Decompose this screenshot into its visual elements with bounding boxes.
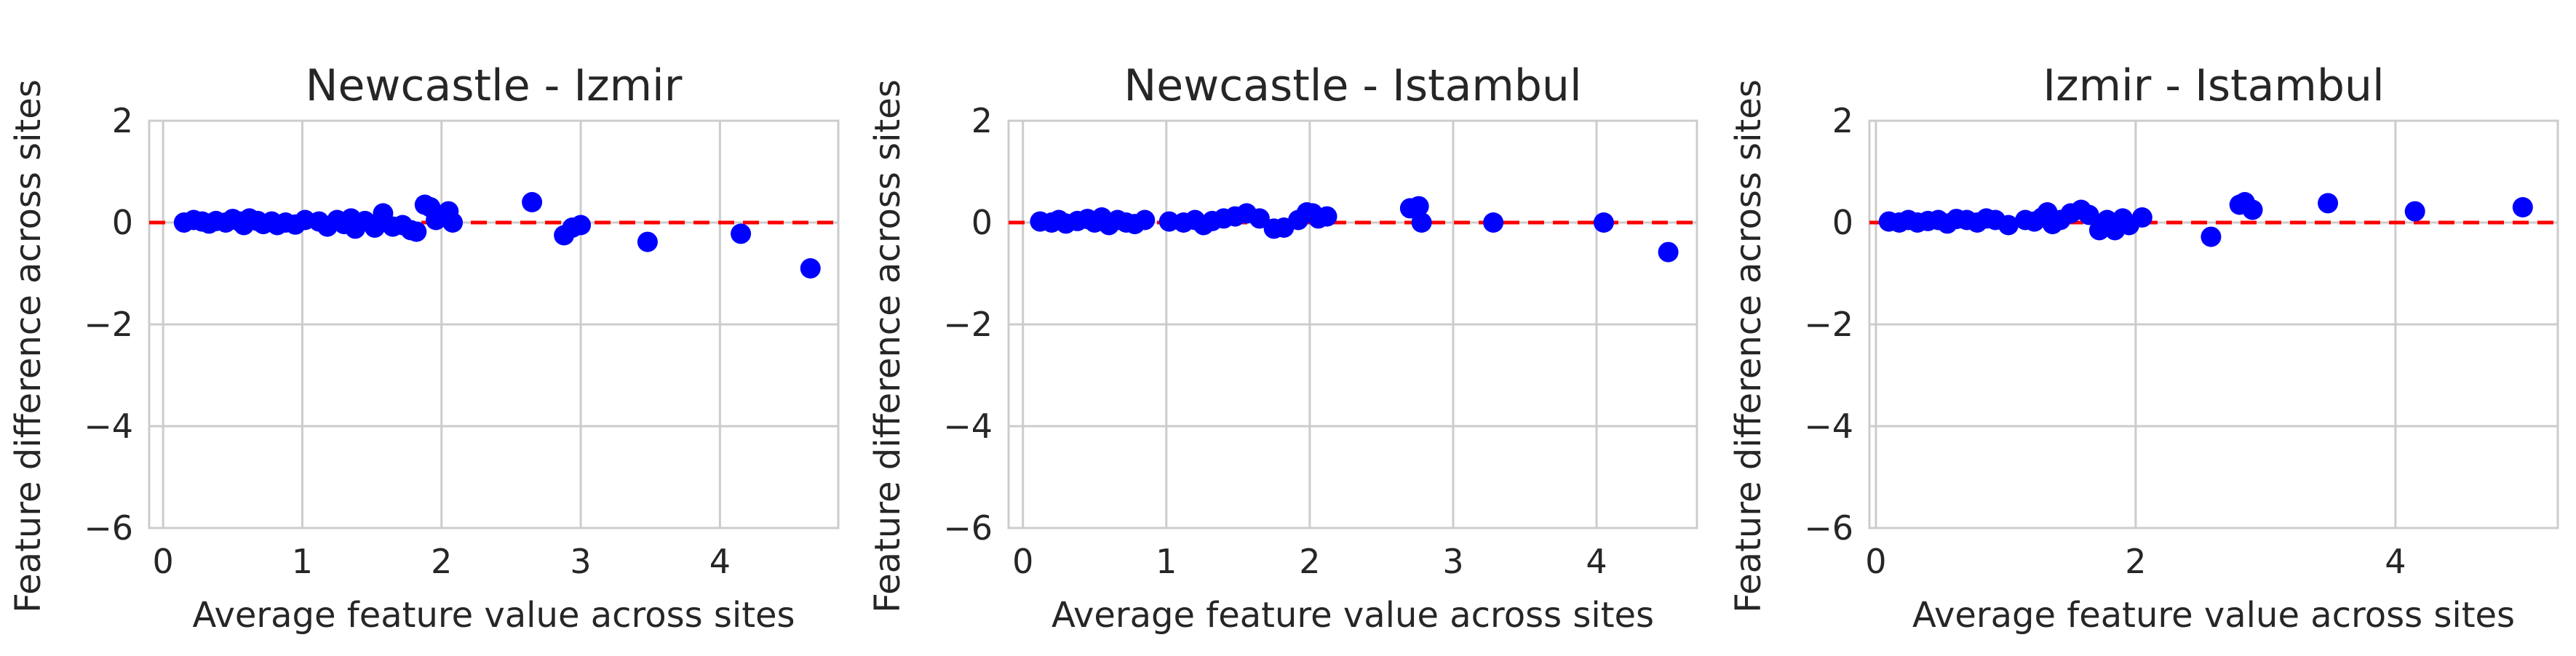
chart-title: Izmir - Istambul <box>2043 60 2384 111</box>
y-tick-label: −6 <box>943 508 993 548</box>
y-tick-label: 2 <box>112 101 133 140</box>
data-point <box>522 192 543 212</box>
y-axis-label: Feature difference across sites <box>8 79 49 613</box>
data-point <box>1997 215 2019 236</box>
chart-title: Newcastle - Istambul <box>1124 60 1581 111</box>
x-tick-label: 1 <box>1156 542 1177 581</box>
data-point <box>1593 212 1614 233</box>
x-tick-label: 0 <box>1012 542 1033 581</box>
y-axis-label: Feature difference across sites <box>867 79 908 613</box>
data-point <box>1483 212 1504 233</box>
scatter-panel-newcastle-izmir: −6 −4 −2 0 2 0 1 2 3 4 Newcastle - Izmir Average fe… <box>8 60 840 636</box>
x-tick-label: 2 <box>1299 542 1320 581</box>
x-tick-label: 2 <box>431 542 452 581</box>
y-tick-label: 0 <box>112 203 133 242</box>
data-point <box>800 258 821 279</box>
data-point <box>1658 241 1679 263</box>
x-tick-label: 1 <box>292 542 313 581</box>
y-tick-label: −2 <box>943 305 993 344</box>
y-tick-label: −2 <box>84 305 133 344</box>
x-tick-label: 2 <box>2125 542 2146 581</box>
data-point <box>1411 212 1432 233</box>
y-tick-label: 2 <box>1832 101 1853 140</box>
data-point <box>1134 209 1156 231</box>
x-tick-label: 4 <box>1586 542 1607 581</box>
data-point <box>1408 196 1429 217</box>
axes-frame <box>1007 119 1698 529</box>
y-tick-label: −6 <box>84 508 133 548</box>
x-tick-label: 4 <box>2385 542 2406 581</box>
scatter-panel-newcastle-istambul: −6 −4 −2 0 2 0 1 2 3 4 Newcastle - Istambul Average… <box>867 60 1698 636</box>
y-tick-label: 0 <box>971 203 993 242</box>
scatter-panel-izmir-istambul: −6 −4 −2 0 2 0 2 4 Izmir - Istambul Average featu… <box>1728 60 2559 636</box>
data-point <box>1316 206 1337 227</box>
data-point <box>2201 226 2222 247</box>
y-axis-label: Feature difference across sites <box>1728 79 1769 613</box>
data-point <box>1249 208 1270 229</box>
data-point <box>442 212 464 233</box>
x-tick-label: 3 <box>570 542 591 581</box>
x-axis-label: Average feature value across sites <box>1052 595 1654 636</box>
y-tick-label: 0 <box>1832 203 1853 242</box>
y-tick-label: −6 <box>1804 508 1853 548</box>
x-tick-label: 3 <box>1442 542 1463 581</box>
data-point <box>637 231 658 252</box>
y-tick-label: −4 <box>943 407 993 446</box>
x-axis-label: Average feature value across sites <box>192 595 795 636</box>
data-point <box>571 215 592 236</box>
data-point <box>2242 199 2263 220</box>
data-point <box>406 221 427 242</box>
data-point <box>2131 207 2152 228</box>
x-tick-label: 4 <box>709 542 731 581</box>
x-axis-label: Average feature value across sites <box>1912 595 2515 636</box>
data-point <box>2318 193 2339 214</box>
axes-frame <box>1868 119 2559 529</box>
data-point <box>2404 201 2425 222</box>
x-tick-label: 0 <box>152 542 173 581</box>
data-point <box>2512 197 2533 217</box>
y-tick-label: −4 <box>1804 407 1853 446</box>
data-point <box>731 223 752 244</box>
y-tick-label: −4 <box>84 407 133 446</box>
y-tick-label: 2 <box>971 101 993 140</box>
y-tick-label: −2 <box>1804 305 1853 344</box>
chart-title: Newcastle - Izmir <box>306 60 683 111</box>
data-point <box>2078 204 2099 225</box>
x-tick-label: 0 <box>1865 542 1886 581</box>
axes-frame <box>148 119 840 529</box>
